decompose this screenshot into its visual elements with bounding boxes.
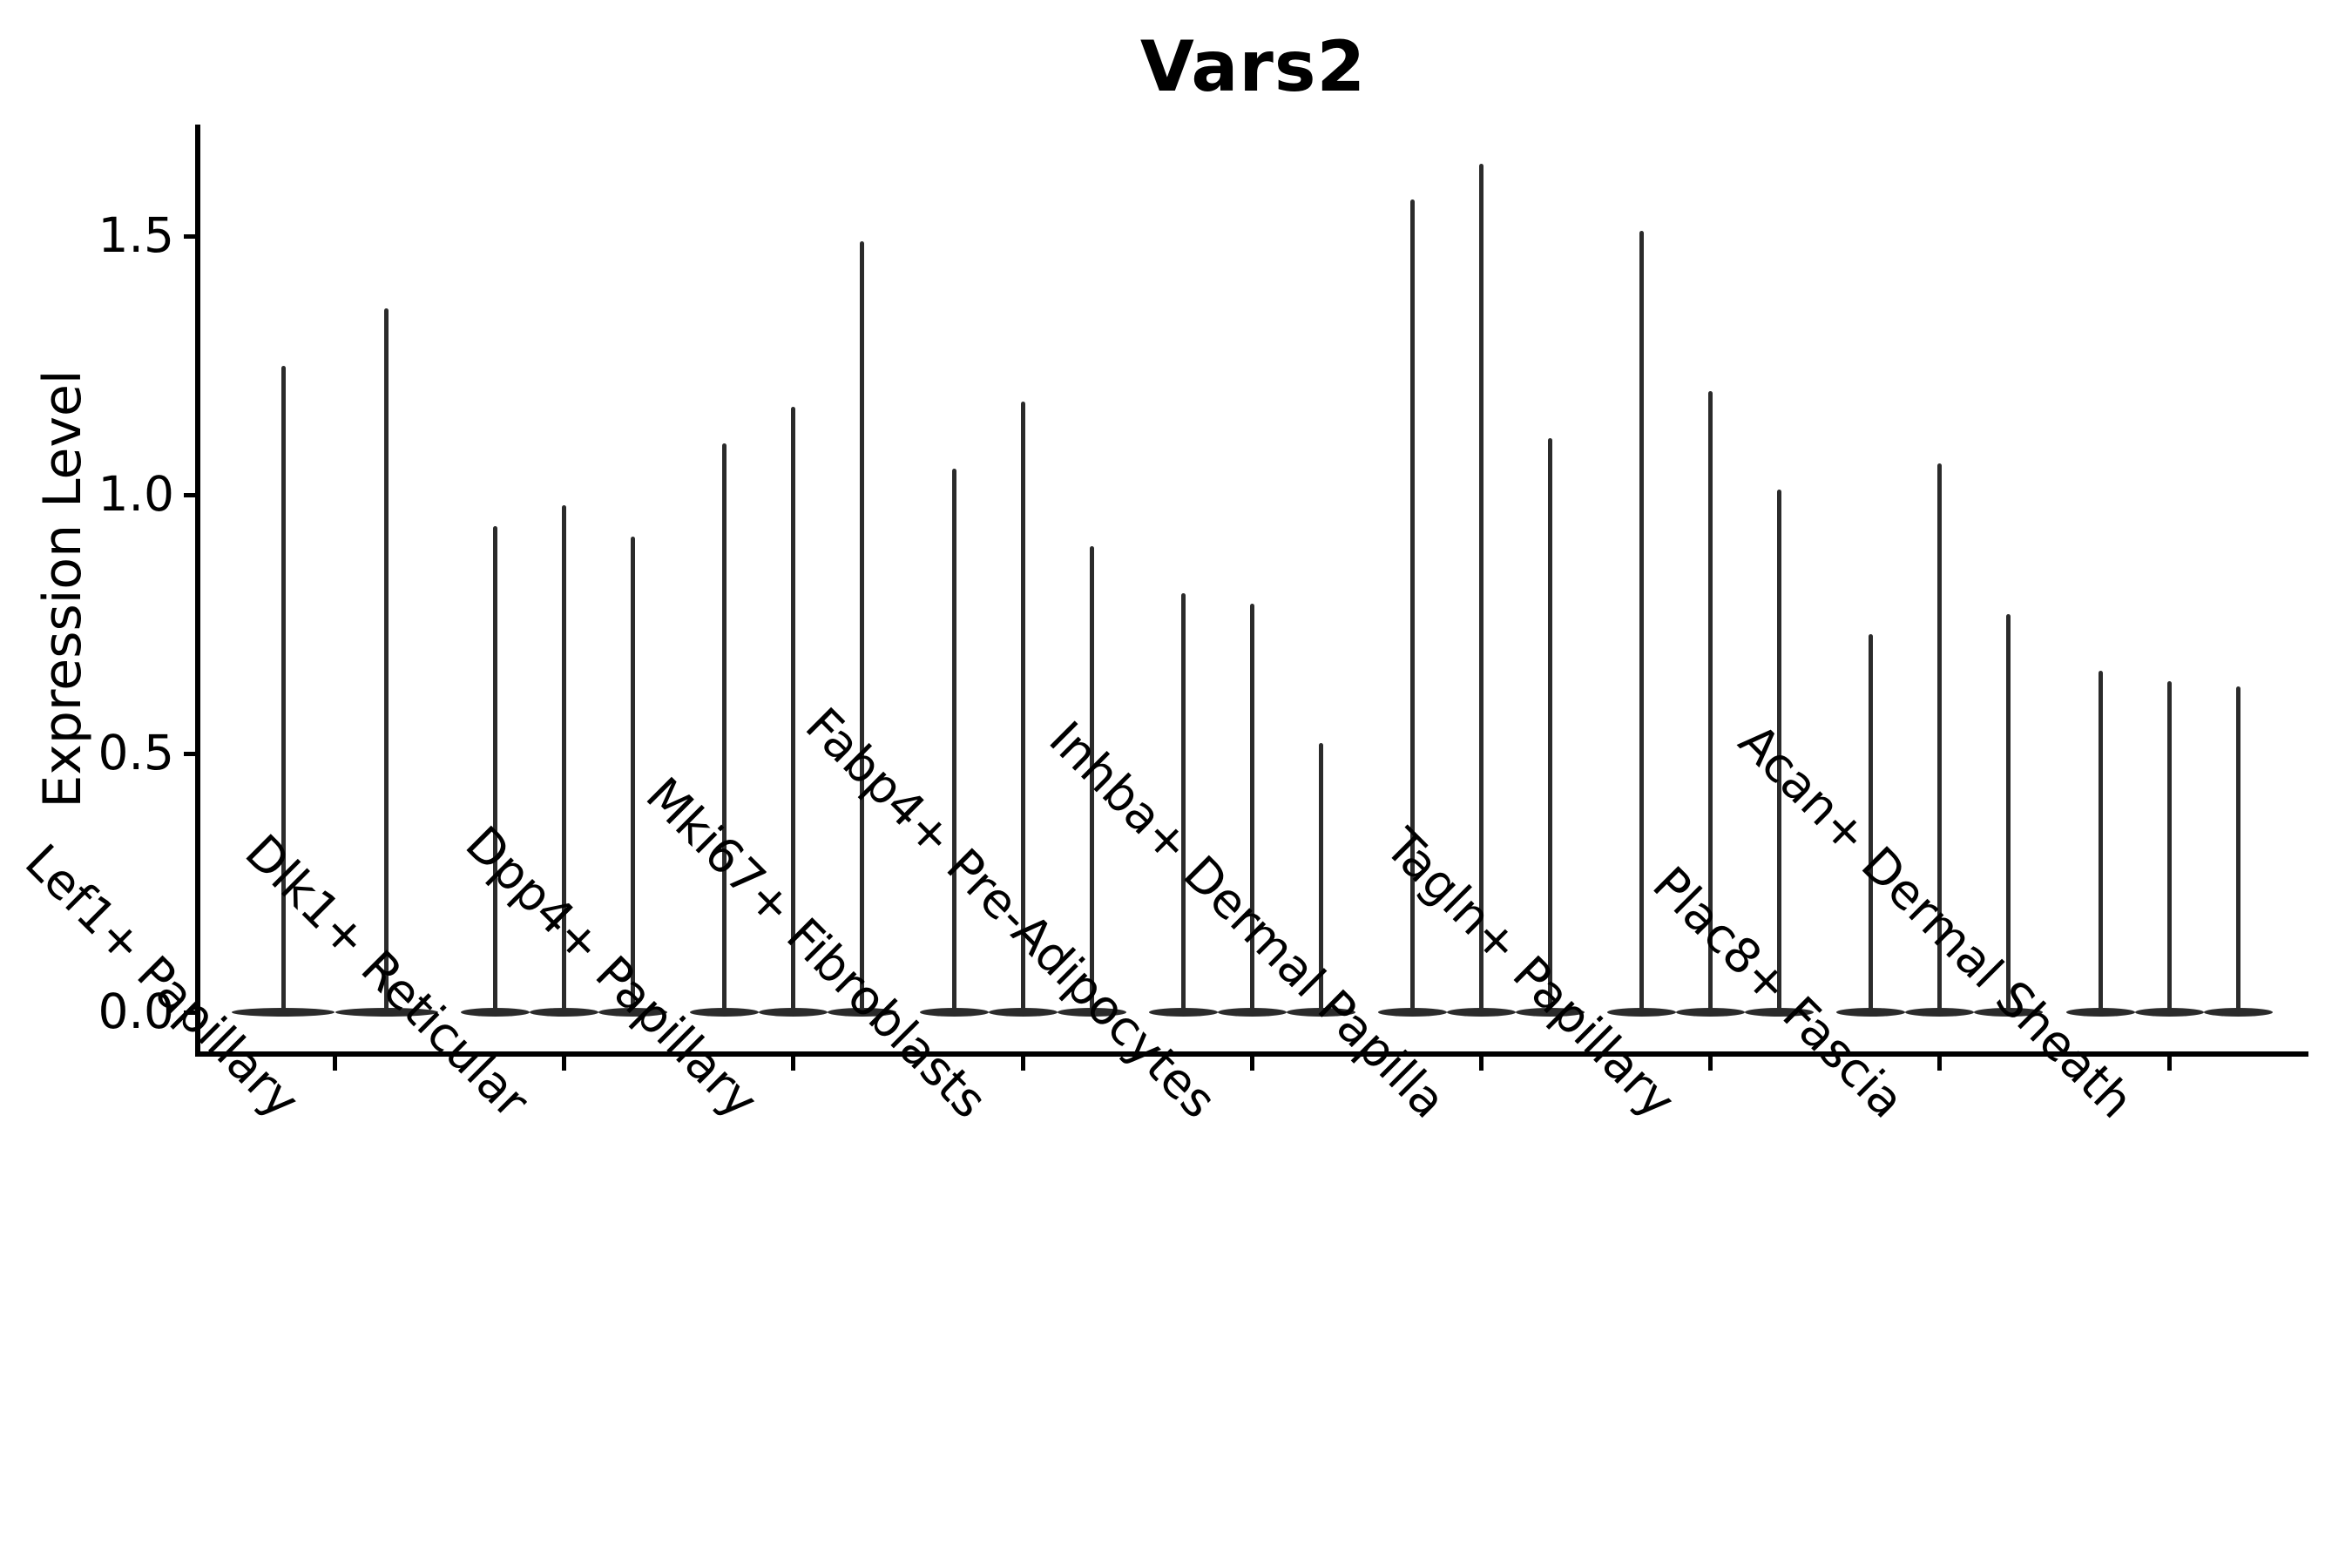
violin-needle [951,469,956,1016]
violin-needle [722,443,727,1016]
violin-needle [2235,686,2240,1016]
violin-needle [1249,603,1254,1016]
violin-body [1378,1008,1447,1017]
y-tick-mark [184,233,198,239]
violin-body [690,1008,760,1017]
violin-needle [384,308,389,1016]
violin-body [2134,1008,2204,1017]
violin-needle [1089,546,1094,1016]
violin-body [2203,1008,2273,1017]
x-tick-mark [1937,1057,1943,1071]
violin-needle [1639,231,1645,1016]
violin-body [1515,1008,1585,1017]
violin-needle [562,504,567,1016]
y-tick-label: 1.5 [98,207,174,263]
violin-needle [1869,634,1874,1016]
violin-body [232,1008,335,1017]
violin-body [1217,1008,1287,1017]
x-tick-mark [562,1057,567,1071]
y-tick-label: 0.0 [98,983,174,1039]
violin-needle [493,525,498,1016]
y-tick-label: 1.0 [98,466,174,522]
violin-needle [2098,670,2103,1016]
y-tick-mark [184,492,198,497]
violin-body [1286,1008,1355,1017]
violin-needle [631,536,636,1016]
x-tick-mark [1479,1057,1484,1071]
x-tick-mark [1020,1057,1025,1071]
violin-needle [2006,613,2011,1016]
violin-needle [1410,199,1416,1016]
violin-body [598,1008,668,1017]
violin-body [1148,1008,1218,1017]
violin-body [1836,1008,1906,1017]
x-tick-mark [1249,1057,1254,1071]
violin-body [1447,1008,1516,1017]
y-axis-spine [195,125,200,1057]
x-tick-label: Acan+ Dermal Sheath [1728,713,2145,1129]
violin-body [335,1008,438,1017]
violin-body [1905,1008,1975,1017]
x-tick-mark [1708,1057,1713,1071]
violin-body [759,1008,828,1017]
violin-needle [1020,402,1025,1016]
violin-body [1057,1008,1126,1017]
violin-body [828,1008,897,1017]
violin-needle [1708,391,1713,1016]
x-tick-mark [791,1057,796,1071]
x-tick-label: Inhba+ Dermal Papilla [1037,710,1456,1129]
y-tick-mark [184,751,198,756]
violin-needle [1547,437,1552,1016]
x-tick-mark [2166,1057,2172,1071]
violin-needle [1479,163,1484,1016]
y-tick-mark [184,1010,198,1015]
x-axis-spine [195,1051,2308,1057]
violin-needle [2166,680,2172,1016]
violin-needle [280,365,286,1016]
violin-body [1607,1008,1677,1017]
y-tick-label: 0.5 [98,725,174,781]
violin-needle [1318,743,1323,1016]
chart-title: Vars2 [1139,26,1367,107]
violin-body [1745,1008,1815,1017]
violin-needle [1937,463,1943,1016]
violin-body [988,1008,1058,1017]
violin-body [2065,1008,2135,1017]
violin-needle [791,407,796,1016]
violin-body [461,1008,531,1017]
violin-body [1974,1008,2044,1017]
violin-needle [1180,592,1186,1016]
violin-body [1676,1008,1746,1017]
x-tick-mark [333,1057,337,1071]
violin-needle [860,240,865,1016]
violin-body [919,1008,989,1017]
violin-body [530,1008,599,1017]
violin-needle [1777,490,1782,1016]
